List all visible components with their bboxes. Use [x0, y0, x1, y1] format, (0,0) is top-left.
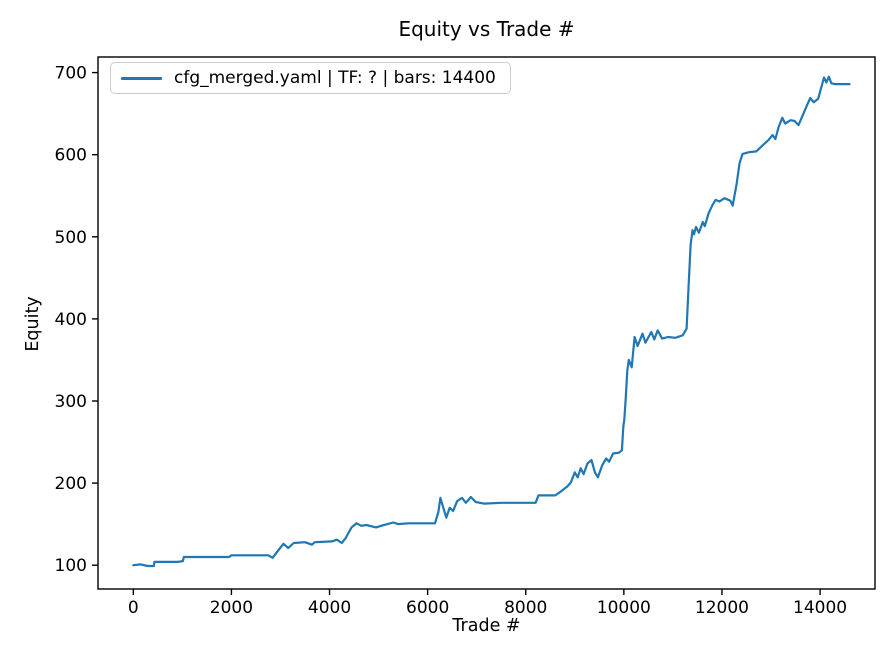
x-tick-label: 4000: [308, 598, 351, 618]
legend-line-sample: [121, 76, 162, 80]
x-tick-label: 6000: [406, 598, 449, 618]
x-tick-label: 14000: [793, 598, 847, 618]
legend: cfg_merged.yaml | TF: ? | bars: 14400: [110, 62, 511, 94]
y-tick-label: 700: [55, 64, 87, 84]
legend-label: cfg_merged.yaml | TF: ? | bars: 14400: [174, 68, 496, 88]
y-tick-label: 300: [55, 392, 87, 412]
x-tick-label: 10000: [597, 598, 651, 618]
x-tick-label: 2000: [210, 598, 253, 618]
axes-frame: [97, 56, 876, 590]
y-tick-label: 500: [55, 228, 87, 248]
equity-line: [132, 75, 851, 568]
x-tick-label: 0: [128, 598, 139, 618]
y-tick-label: 600: [55, 146, 87, 166]
x-axis-label: Trade #: [452, 616, 521, 636]
y-tick-label: 100: [55, 556, 87, 576]
x-tick-label: 12000: [695, 598, 749, 618]
y-axis-label: Equity: [23, 296, 43, 352]
x-tick-label: 8000: [504, 598, 547, 618]
chart-title: Equity vs Trade #: [398, 17, 575, 41]
y-tick-label: 200: [55, 474, 87, 494]
y-tick-label: 400: [55, 310, 87, 330]
